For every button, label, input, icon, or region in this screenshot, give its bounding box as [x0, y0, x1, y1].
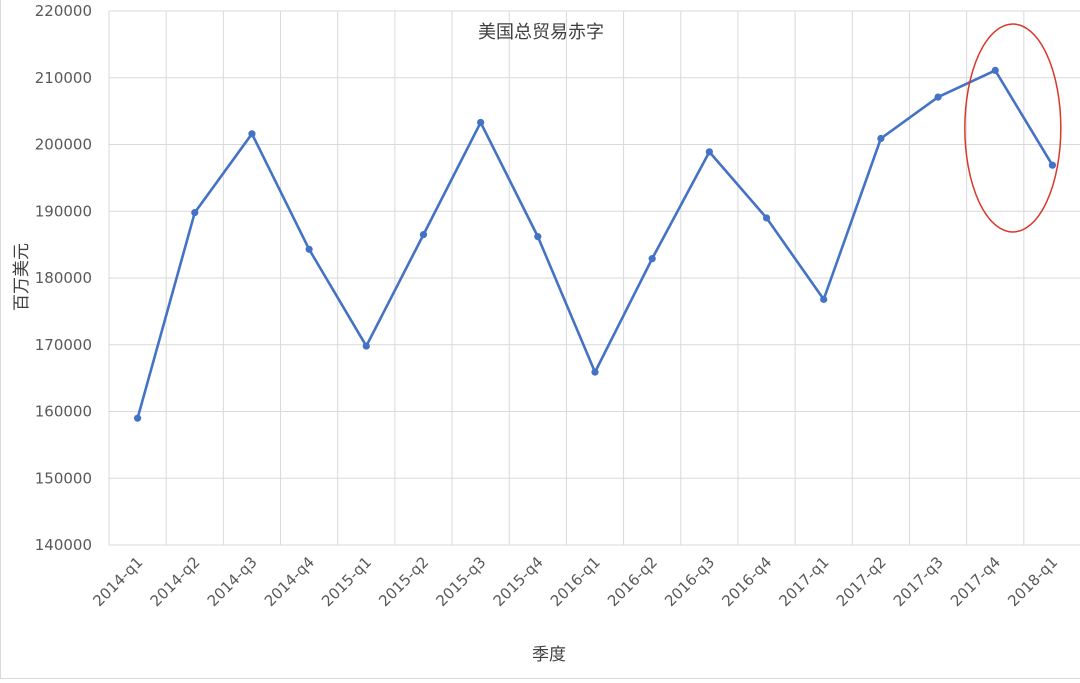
- x-axis-label: 季度: [532, 645, 566, 665]
- data-point: [534, 233, 542, 241]
- y-tick-label: 200000: [35, 136, 92, 154]
- x-tick-label: 2016-q4: [718, 553, 775, 610]
- data-point: [133, 414, 142, 422]
- axis-layer: 140000 150000 160000 170000 180000 190000 2000…: [35, 2, 1062, 610]
- x-tick-label: 2014-q1: [89, 553, 146, 610]
- series-line: [136, 69, 1054, 419]
- x-tick-label: 2015-q4: [490, 553, 547, 610]
- data-point: [762, 214, 771, 222]
- y-tick-label: 140000: [35, 536, 92, 554]
- x-tick-label: 2014-q2: [147, 553, 204, 610]
- x-tick-label: 2016-q3: [661, 553, 718, 610]
- y-tick-label: 210000: [35, 69, 92, 87]
- x-tick-label: 2017-q1: [776, 553, 833, 610]
- x-tick-label: 2017-q2: [833, 553, 890, 610]
- x-tick-label: 2017-q4: [947, 553, 1004, 610]
- annotation-layer: [964, 23, 1062, 233]
- y-tick-label: 160000: [35, 403, 92, 421]
- x-tick-label: 2015-q2: [375, 553, 432, 610]
- data-point: [305, 245, 313, 253]
- data-point: [648, 255, 656, 263]
- data-point: [248, 130, 256, 138]
- x-tick-label: 2015-q1: [318, 553, 375, 610]
- y-tick-label: 220000: [35, 2, 92, 20]
- x-tick-label: 2014-q4: [261, 553, 318, 610]
- x-tick-label: 2016-q1: [547, 553, 604, 610]
- data-point: [591, 368, 599, 376]
- grid-layer: [108, 10, 1080, 546]
- x-tick-label: 2017-q3: [890, 553, 947, 610]
- data-point: [362, 342, 370, 350]
- data-point: [820, 295, 828, 303]
- data-point: [991, 66, 999, 75]
- data-point: [1048, 161, 1057, 169]
- data-point: [934, 93, 942, 101]
- data-point: [419, 231, 428, 239]
- chart-title: 美国总贸易赤字: [478, 22, 604, 43]
- x-tick-label: 2014-q3: [204, 553, 261, 610]
- data-point: [477, 118, 485, 127]
- y-axis-label: 百万美元: [12, 243, 32, 311]
- data-point: [191, 208, 199, 217]
- highlight-ellipse: [964, 23, 1062, 233]
- y-tick-label: 190000: [35, 202, 92, 220]
- x-tick-label: 2018-q1: [1004, 553, 1061, 610]
- x-tick-label: 2016-q2: [604, 553, 661, 610]
- data-point: [877, 134, 885, 143]
- x-tick-label: 2015-q3: [432, 553, 489, 610]
- y-tick-label: 150000: [35, 469, 92, 487]
- y-tick-label: 170000: [35, 336, 92, 354]
- series-layer: [133, 66, 1057, 422]
- y-tick-label: 180000: [35, 269, 92, 287]
- data-point: [705, 148, 713, 156]
